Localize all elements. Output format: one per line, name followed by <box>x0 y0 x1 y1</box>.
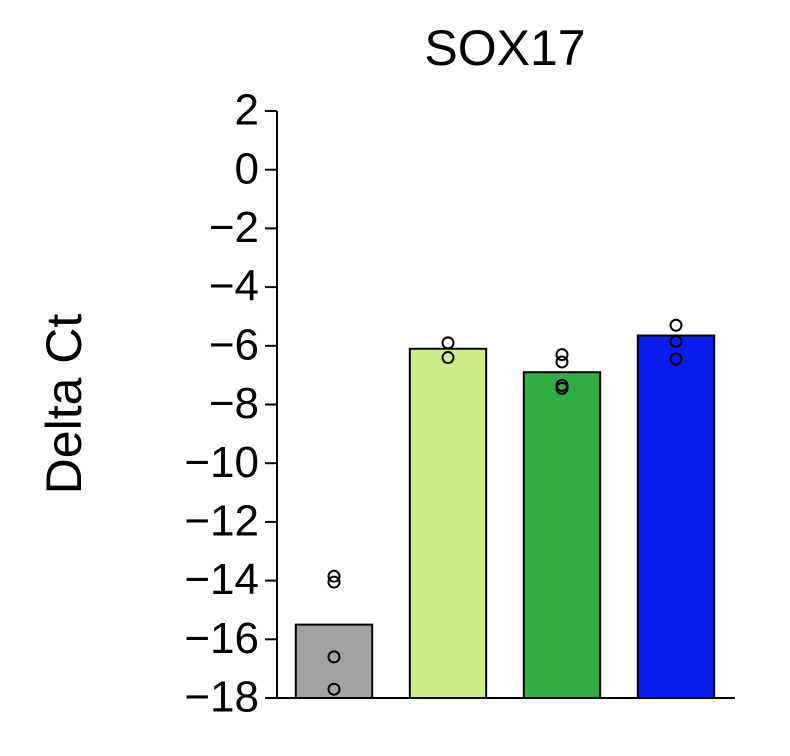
bar <box>636 334 716 699</box>
y-tick-label: −6 <box>209 320 259 369</box>
bar <box>522 371 602 699</box>
data-point <box>669 352 683 366</box>
data-point <box>441 336 455 350</box>
y-tick-label: −16 <box>184 614 259 663</box>
data-point <box>327 682 341 696</box>
y-axis-label: Delta Ct <box>36 314 92 495</box>
data-point <box>555 348 569 362</box>
bar <box>294 623 374 699</box>
bar <box>408 347 488 699</box>
y-tick-label: 0 <box>235 144 259 193</box>
y-tick-label: −12 <box>184 497 259 546</box>
y-tick-label: 2 <box>235 86 259 135</box>
y-tick-label: −2 <box>209 203 259 252</box>
y-tick-label: −10 <box>184 438 259 487</box>
y-tick-label: −4 <box>209 262 259 311</box>
data-point <box>555 381 569 395</box>
data-point <box>327 569 341 583</box>
y-tick-label: −18 <box>184 673 259 722</box>
data-point <box>327 650 341 664</box>
data-point <box>441 351 455 365</box>
data-point <box>669 334 683 348</box>
data-point <box>669 318 683 332</box>
chart-title: SOX17 <box>424 20 585 76</box>
data-point <box>327 575 341 589</box>
data-point <box>555 355 569 369</box>
y-tick-label: −8 <box>209 379 259 428</box>
y-tick-label: −14 <box>184 555 259 604</box>
